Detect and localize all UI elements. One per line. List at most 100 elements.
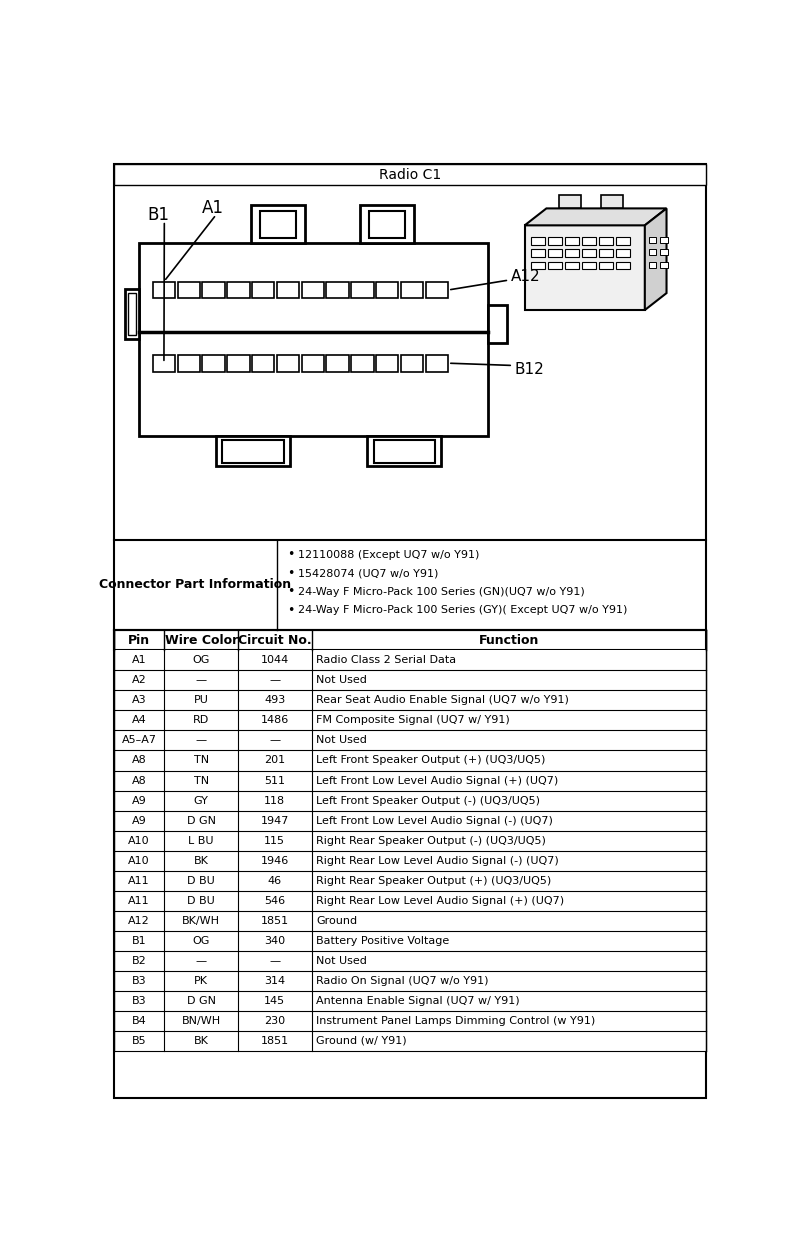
Text: Pin: Pin <box>128 634 150 647</box>
Bar <box>128 294 136 336</box>
Text: D GN: D GN <box>186 816 216 826</box>
Bar <box>369 211 405 239</box>
Text: TN: TN <box>194 756 209 766</box>
Text: Not Used: Not Used <box>316 676 367 686</box>
Bar <box>222 440 284 463</box>
Text: A8: A8 <box>132 756 146 766</box>
Text: 1044: 1044 <box>261 656 289 666</box>
Text: FM Composite Signal (UQ7 w/ Y91): FM Composite Signal (UQ7 w/ Y91) <box>316 716 510 726</box>
Bar <box>178 281 200 299</box>
Bar <box>367 436 441 466</box>
Text: D BU: D BU <box>187 896 215 906</box>
Bar <box>525 225 645 310</box>
Bar <box>302 281 324 299</box>
Text: BK: BK <box>194 1035 209 1045</box>
Text: —: — <box>270 736 280 746</box>
Text: L BU: L BU <box>188 836 214 846</box>
Text: B3: B3 <box>132 995 146 1005</box>
Text: 15428074 (UQ7 w/o Y91): 15428074 (UQ7 w/o Y91) <box>298 568 438 578</box>
Text: 1851: 1851 <box>261 916 289 926</box>
Bar <box>252 355 274 372</box>
Bar <box>114 631 706 651</box>
Text: Left Front Low Level Audio Signal (-) (UQ7): Left Front Low Level Audio Signal (-) (U… <box>316 816 553 826</box>
Bar <box>114 851 706 871</box>
Text: 340: 340 <box>264 936 286 945</box>
Text: 201: 201 <box>264 756 286 766</box>
Text: A11: A11 <box>128 876 150 886</box>
Bar <box>351 355 374 372</box>
Bar <box>114 731 706 751</box>
Bar <box>660 250 668 255</box>
Text: Left Front Speaker Output (+) (UQ3/UQ5): Left Front Speaker Output (+) (UQ3/UQ5) <box>316 756 546 766</box>
Bar <box>114 891 706 911</box>
Bar <box>114 1010 706 1030</box>
Bar <box>531 250 545 257</box>
Text: BK/WH: BK/WH <box>182 916 220 926</box>
Text: OG: OG <box>193 936 210 945</box>
Bar <box>616 261 630 270</box>
Bar <box>202 355 225 372</box>
Bar <box>114 751 706 771</box>
Text: —: — <box>195 676 206 686</box>
Polygon shape <box>525 209 666 225</box>
Text: B12: B12 <box>514 362 544 377</box>
Text: Ground (w/ Y91): Ground (w/ Y91) <box>316 1035 407 1045</box>
Bar <box>616 250 630 257</box>
Bar <box>660 237 668 244</box>
Bar <box>114 990 706 1010</box>
Text: 1486: 1486 <box>261 716 289 726</box>
Text: Rear Seat Audio Enable Signal (UQ7 w/o Y91): Rear Seat Audio Enable Signal (UQ7 w/o Y… <box>316 696 569 706</box>
Bar <box>548 237 562 245</box>
Text: •: • <box>287 548 295 561</box>
Text: Right Rear Low Level Audio Signal (-) (UQ7): Right Rear Low Level Audio Signal (-) (U… <box>316 856 559 866</box>
Bar <box>178 355 200 372</box>
Text: PU: PU <box>194 696 209 706</box>
Bar <box>531 261 545 270</box>
Text: 145: 145 <box>264 995 286 1005</box>
Text: BN/WH: BN/WH <box>182 1015 221 1025</box>
Bar <box>138 244 487 436</box>
Text: A2: A2 <box>132 676 146 686</box>
Bar <box>252 281 274 299</box>
Bar <box>599 237 613 245</box>
Text: •: • <box>287 567 295 580</box>
Text: —: — <box>270 676 280 686</box>
Text: PK: PK <box>194 975 208 985</box>
Bar <box>125 290 138 340</box>
Text: 1851: 1851 <box>261 1035 289 1045</box>
Text: B5: B5 <box>132 1035 146 1045</box>
Polygon shape <box>645 209 666 310</box>
Bar <box>582 250 596 257</box>
Bar <box>602 195 623 209</box>
Text: Function: Function <box>478 634 539 647</box>
Text: Radio Class 2 Serial Data: Radio Class 2 Serial Data <box>316 656 456 666</box>
Text: A5–A7: A5–A7 <box>122 736 157 746</box>
Text: 115: 115 <box>264 836 286 846</box>
Text: 511: 511 <box>264 776 286 786</box>
Bar <box>216 436 290 466</box>
Bar <box>360 205 414 244</box>
Text: Not Used: Not Used <box>316 955 367 965</box>
Text: GY: GY <box>194 796 209 806</box>
Bar <box>599 261 613 270</box>
Bar <box>565 261 579 270</box>
Text: Radio On Signal (UQ7 w/o Y91): Radio On Signal (UQ7 w/o Y91) <box>316 975 489 985</box>
Bar <box>202 281 225 299</box>
Bar <box>277 355 299 372</box>
Bar <box>114 970 706 990</box>
Text: B1: B1 <box>132 936 146 945</box>
Bar <box>326 355 349 372</box>
Text: Wire Color: Wire Color <box>165 634 238 647</box>
Text: A11: A11 <box>128 896 150 906</box>
Text: Left Front Speaker Output (-) (UQ3/UQ5): Left Front Speaker Output (-) (UQ3/UQ5) <box>316 796 540 806</box>
Bar <box>227 281 250 299</box>
Bar <box>114 771 706 791</box>
Text: 546: 546 <box>264 896 286 906</box>
Bar <box>531 237 545 245</box>
Text: 24-Way F Micro-Pack 100 Series (GY)( Except UQ7 w/o Y91): 24-Way F Micro-Pack 100 Series (GY)( Exc… <box>298 606 628 616</box>
Text: 118: 118 <box>264 796 286 806</box>
Bar <box>114 711 706 731</box>
Bar <box>565 250 579 257</box>
Text: B4: B4 <box>132 1015 146 1025</box>
Bar <box>565 237 579 245</box>
